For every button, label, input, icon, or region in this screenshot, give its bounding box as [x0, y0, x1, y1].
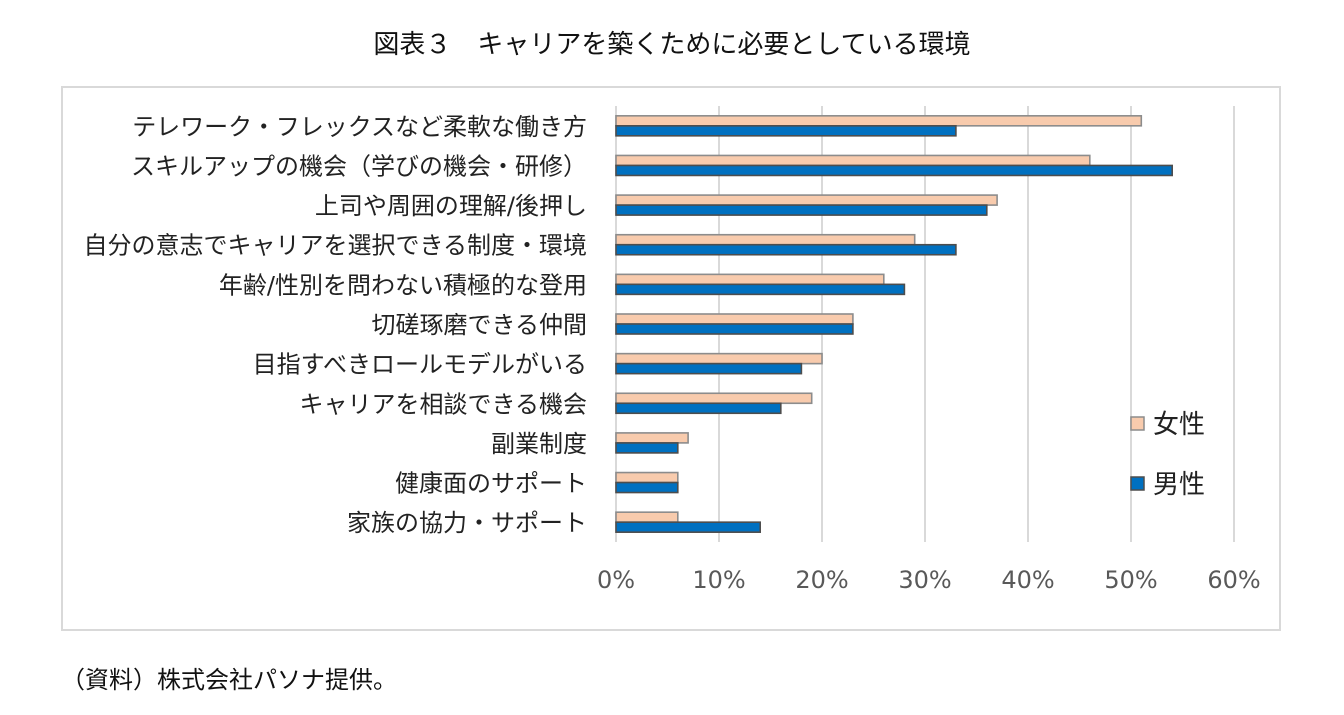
x-tick-label: 0%: [597, 566, 635, 594]
chart-frame: テレワーク・フレックスなど柔軟な働き方 スキルアップの機会（学びの機会・研修） 上司…: [61, 86, 1281, 631]
x-tick-label: 50%: [1104, 566, 1157, 594]
bar-female: [615, 233, 916, 246]
category-label: 切磋琢磨できる仲間: [371, 311, 587, 339]
bar-male: [615, 204, 988, 216]
bar-female: [615, 115, 1143, 127]
category-label: テレワーク・フレックスなど柔軟な働き方: [132, 113, 587, 141]
bar-female: [615, 194, 998, 206]
bar-male: [615, 402, 782, 415]
bar-female: [615, 273, 885, 286]
bar-male: [615, 521, 761, 533]
x-tick-labels: 0% 10% 20% 30% 40% 50% 60%: [597, 566, 1261, 594]
bar-male: [615, 243, 957, 256]
bar-female: [615, 392, 813, 405]
x-tick-label: 10%: [692, 566, 745, 594]
x-tick-label: 20%: [795, 566, 848, 594]
x-tick-label: 30%: [898, 566, 951, 594]
bars: [615, 115, 1174, 533]
bar-male: [615, 283, 906, 296]
source-note: （資料）株式会社パソナ提供。: [61, 666, 397, 694]
category-label: 健康面のサポート: [395, 470, 587, 498]
bar-male: [615, 481, 679, 494]
legend-swatch-female: [1130, 416, 1145, 431]
category-label: キャリアを相談できる機会: [299, 390, 587, 418]
bar-male: [615, 442, 679, 454]
legend-label-female: 女性: [1153, 410, 1205, 440]
x-tick-label: 60%: [1207, 566, 1260, 594]
chart-title: 図表３ キャリアを築くために必要としている環境: [373, 30, 971, 60]
category-label: 副業制度: [491, 430, 587, 458]
category-label: スキルアップの機会（学びの機会・研修）: [131, 152, 587, 180]
bar-male: [615, 125, 957, 137]
bar-female: [615, 154, 1091, 167]
bar-male: [615, 362, 803, 375]
bar-male: [615, 164, 1174, 177]
bar-female: [615, 352, 823, 365]
category-label: 年齢/性別を問わない積極的な登用: [219, 271, 587, 299]
bar-female: [615, 313, 854, 325]
legend-label-male: 男性: [1153, 470, 1205, 500]
bar-male: [615, 323, 854, 335]
category-label: 自分の意志でキャリアを選択できる制度・環境: [83, 232, 587, 260]
bar-female: [615, 432, 689, 444]
category-label: 目指すべきロールモデルがいる: [253, 351, 587, 379]
legend-swatch-male: [1130, 476, 1145, 491]
bar-female: [615, 511, 679, 523]
bar-female: [615, 471, 679, 484]
x-tick-label: 40%: [1001, 566, 1054, 594]
category-label: 家族の協力・サポート: [347, 509, 587, 537]
category-label: 上司や周囲の理解/後押し: [315, 192, 587, 220]
